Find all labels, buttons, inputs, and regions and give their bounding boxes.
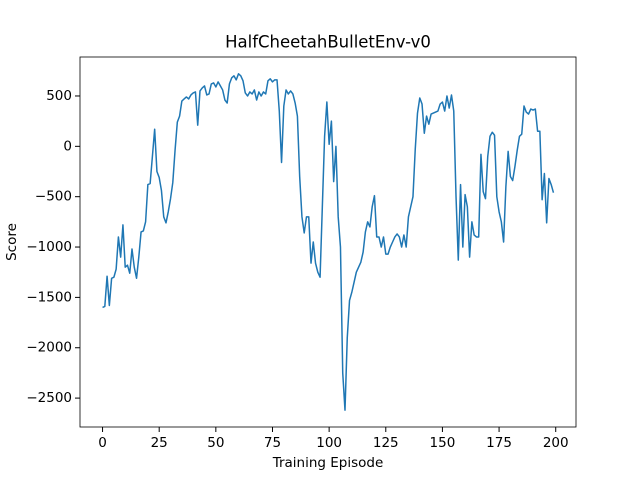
x-tick-label: 50 xyxy=(207,435,224,451)
x-tick-label: 75 xyxy=(264,435,281,451)
plot-frame xyxy=(79,56,577,428)
x-axis-label: Training Episode xyxy=(272,455,384,471)
y-axis-label: Score xyxy=(4,223,20,261)
chart-title: HalfCheetahBulletEnv-v0 xyxy=(225,33,431,52)
x-tick-label: 175 xyxy=(486,435,512,451)
y-tick-label: −1000 xyxy=(26,239,72,255)
y-tick-label: −500 xyxy=(35,189,72,205)
y-tick-label: −2000 xyxy=(26,340,72,356)
x-tick-label: 150 xyxy=(430,435,456,451)
y-tick-label: −2500 xyxy=(26,390,72,406)
x-tick-label: 100 xyxy=(316,435,342,451)
y-tick-label: 500 xyxy=(46,88,72,104)
y-tick-label: 0 xyxy=(63,138,72,154)
x-tick-label: 125 xyxy=(373,435,399,451)
y-tick-label: −1500 xyxy=(26,289,72,305)
x-tick-label: 0 xyxy=(98,435,107,451)
x-tick-label: 25 xyxy=(151,435,168,451)
x-tick-label: 200 xyxy=(543,435,569,451)
line-series xyxy=(102,73,555,411)
